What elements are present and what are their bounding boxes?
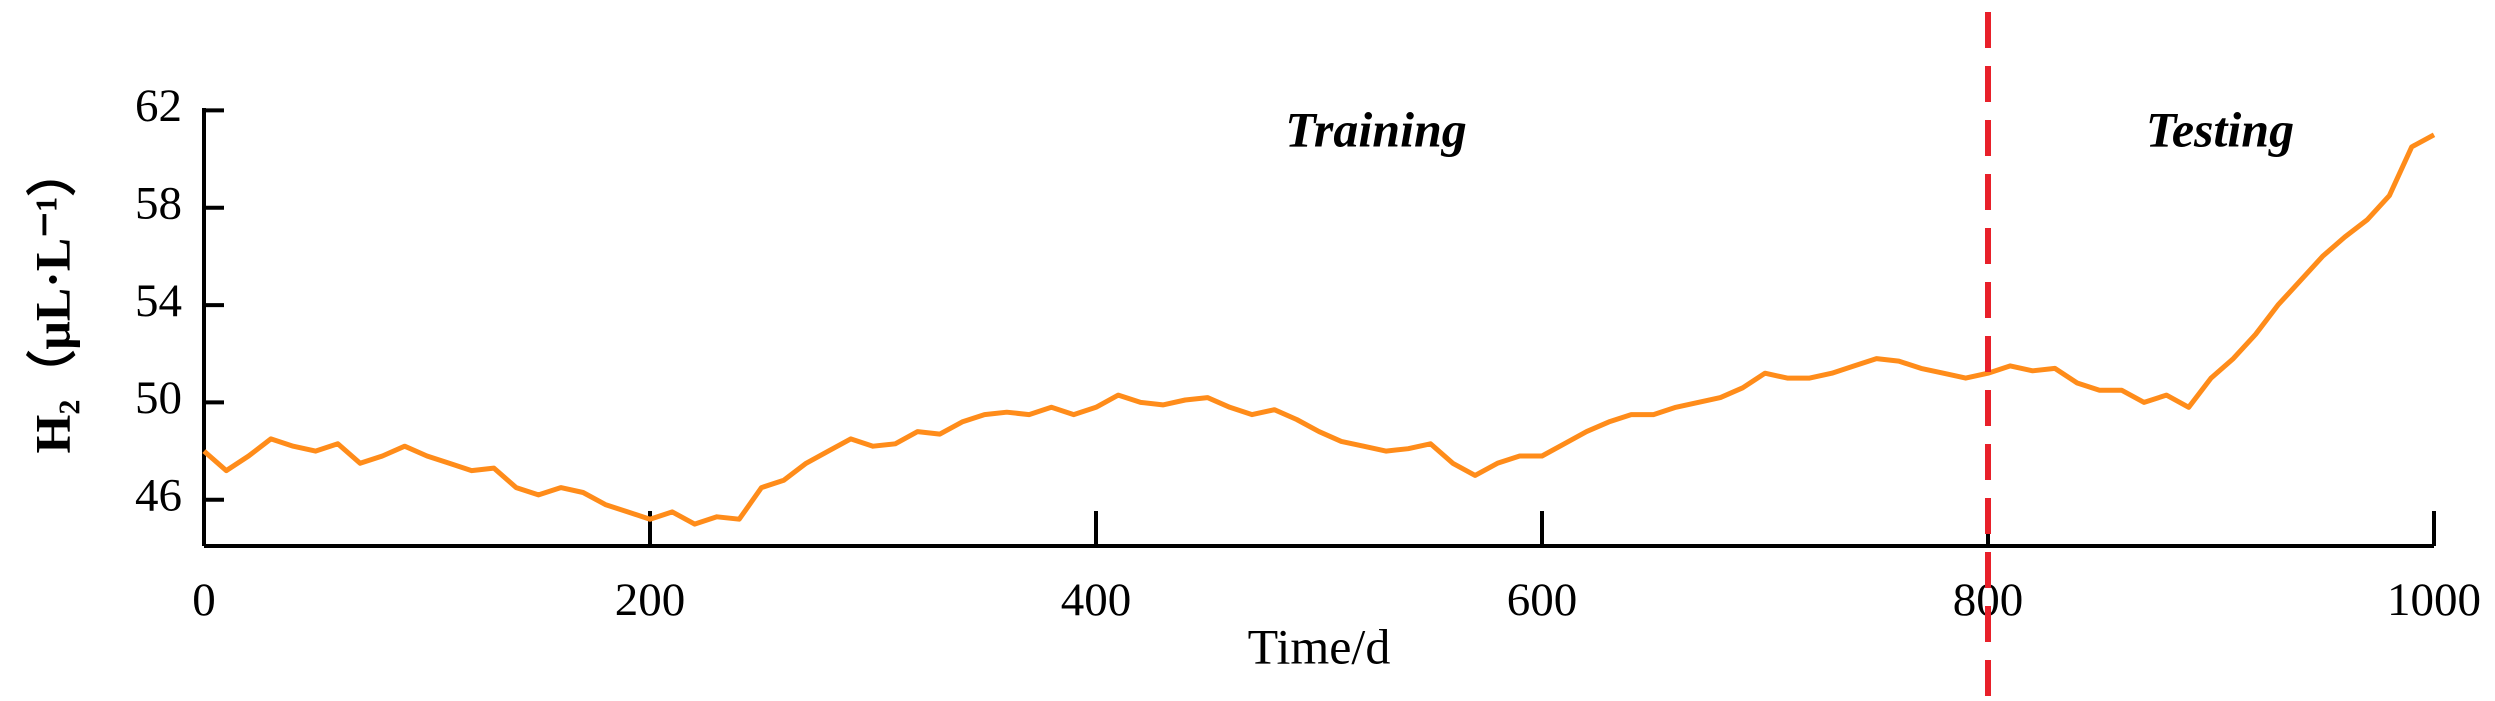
x-tick-label: 600 <box>1507 574 1578 626</box>
y-tick-label: 50 <box>135 372 182 424</box>
x-tick-label: 200 <box>615 574 686 626</box>
annotation: Testing <box>2146 101 2294 157</box>
x-tick-label: 0 <box>192 574 216 626</box>
annotation: Training <box>1285 101 1467 157</box>
y-tick-label: 46 <box>135 470 182 522</box>
y-axis-title: H₂（μL·L⁻¹） <box>24 147 80 454</box>
data-line <box>202 132 2436 527</box>
x-axis-title: Time/d <box>1248 618 1391 674</box>
y-tick-label: 58 <box>135 178 182 230</box>
x-tick-label: 1000 <box>2387 574 2481 626</box>
y-tick-label: 54 <box>135 275 182 327</box>
y-tick-label: 62 <box>135 80 182 132</box>
x-tick-label: 400 <box>1061 574 1132 626</box>
